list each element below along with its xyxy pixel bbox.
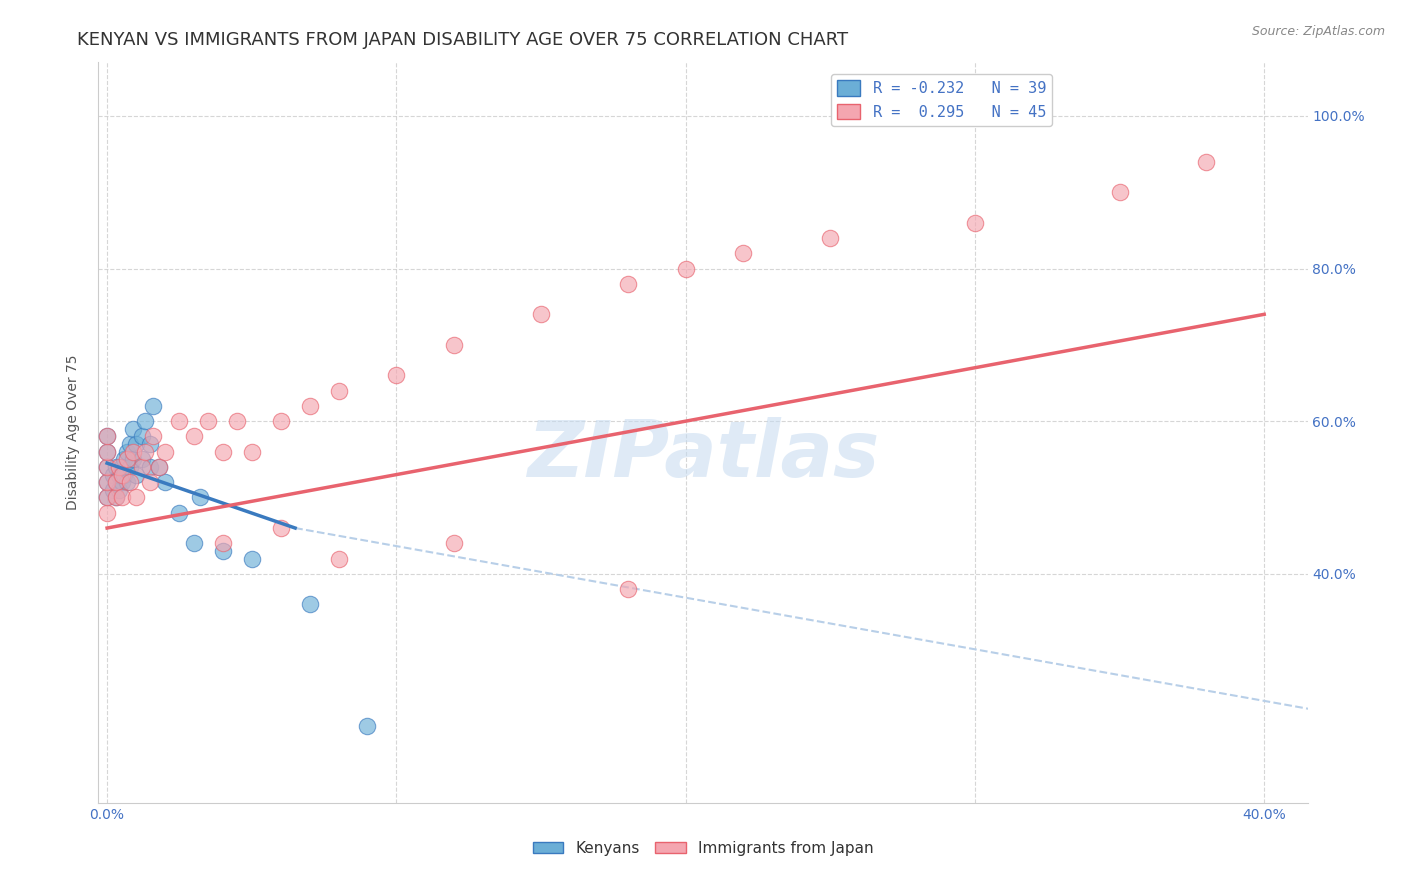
Text: ZIPatlas: ZIPatlas [527,417,879,493]
Point [96,460,118,475]
Point [139,475,162,490]
Point [963,216,986,230]
Point [114,467,136,482]
Point [96,491,118,505]
Point [120,460,142,475]
Point [328,384,350,398]
Point [104,460,127,475]
Point [110,475,132,490]
Point [183,429,205,443]
Point [122,422,145,436]
Point [298,399,321,413]
Point [443,338,465,352]
Point [96,460,118,475]
Point [122,452,145,467]
Point [104,475,127,490]
Point [110,460,132,475]
Point [104,491,127,505]
Point [211,544,233,558]
Point [125,491,148,505]
Point [96,475,118,490]
Point [356,719,378,733]
Point [617,582,640,596]
Point [328,551,350,566]
Point [107,483,129,497]
Point [117,475,139,490]
Point [96,429,118,443]
Point [131,429,153,443]
Point [142,399,165,413]
Point [134,444,156,458]
Point [125,467,148,482]
Point [131,452,153,467]
Point [96,429,118,443]
Point [117,452,139,467]
Point [240,444,263,458]
Point [298,598,321,612]
Point [125,437,148,451]
Point [96,444,118,458]
Point [122,444,145,458]
Point [120,475,142,490]
Point [1195,154,1218,169]
Point [110,467,132,482]
Point [197,414,219,428]
Point [211,444,233,458]
Point [148,460,170,475]
Point [385,368,408,383]
Point [117,444,139,458]
Y-axis label: Disability Age Over 75: Disability Age Over 75 [66,355,80,510]
Text: Source: ZipAtlas.com: Source: ZipAtlas.com [1251,25,1385,38]
Point [169,506,191,520]
Point [188,491,211,505]
Point [240,551,263,566]
Point [96,491,118,505]
Point [153,475,176,490]
Point [104,491,127,505]
Point [107,467,129,482]
Point [169,414,191,428]
Point [270,521,292,535]
Point [139,437,162,451]
Point [101,467,124,482]
Text: KENYAN VS IMMIGRANTS FROM JAPAN DISABILITY AGE OVER 75 CORRELATION CHART: KENYAN VS IMMIGRANTS FROM JAPAN DISABILI… [77,31,848,49]
Point [270,414,292,428]
Point [617,277,640,291]
Point [101,483,124,497]
Point [120,437,142,451]
Point [1108,185,1130,199]
Point [148,460,170,475]
Point [530,307,553,321]
Point [211,536,233,550]
Point [134,414,156,428]
Point [131,460,153,475]
Point [142,429,165,443]
Point [96,444,118,458]
Point [183,536,205,550]
Point [107,460,129,475]
Point [110,491,132,505]
Point [675,261,697,276]
Point [104,475,127,490]
Point [820,231,842,245]
Point [153,444,176,458]
Point [96,506,118,520]
Point [733,246,755,260]
Point [443,536,465,550]
Point [96,475,118,490]
Point [139,460,162,475]
Legend: Kenyans, Immigrants from Japan: Kenyans, Immigrants from Japan [526,835,880,862]
Point [226,414,249,428]
Point [114,452,136,467]
